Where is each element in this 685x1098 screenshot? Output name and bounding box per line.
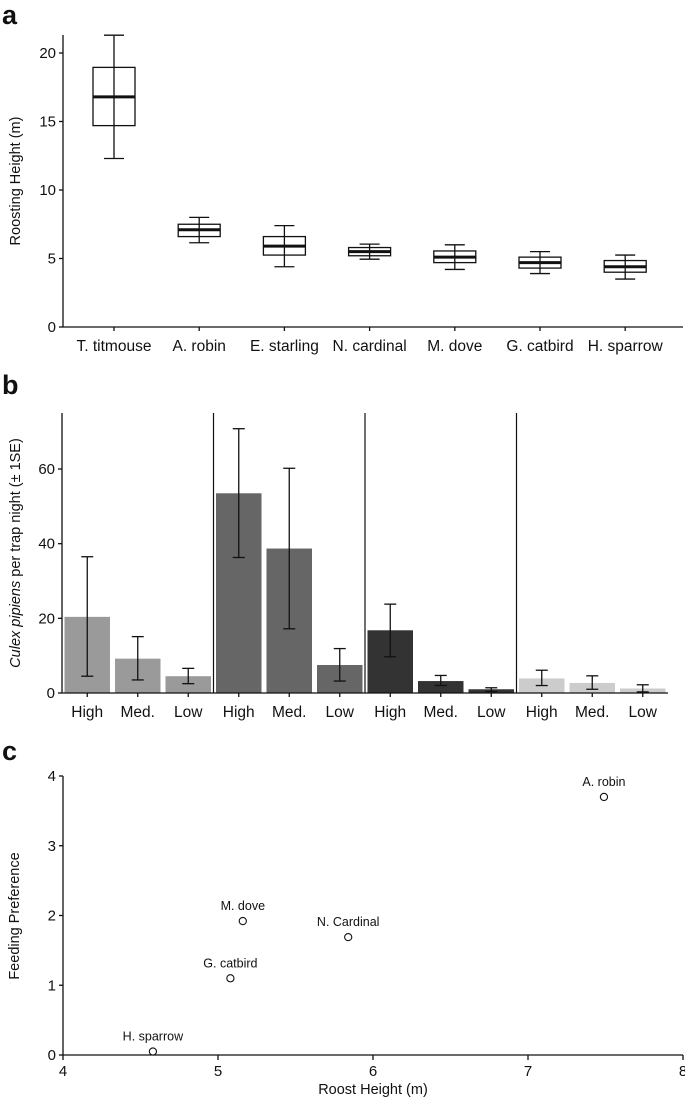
panel-c-letter: c xyxy=(2,736,17,766)
scatter-point-label: A. robin xyxy=(582,775,625,789)
panel-a-category-label: N. cardinal xyxy=(333,338,407,355)
panel-a-category-label: T. titmouse xyxy=(77,338,152,355)
scatter-point xyxy=(344,932,353,942)
panel-b-ylabel-rest: per trap night (± 1SE) xyxy=(8,438,24,581)
panel-c-ylabel: Feeding Preference xyxy=(7,852,23,979)
panel-c-x-tick-label: 8 xyxy=(679,1063,685,1080)
panel-a-category-label: G. catbird xyxy=(506,338,573,355)
panel-c-y-tick-label: 0 xyxy=(48,1047,56,1064)
panel-b-category-label: Low xyxy=(174,704,203,721)
panel-c-xlabel: Roost Height (m) xyxy=(318,1082,428,1098)
panel-a-y-tick-label: 10 xyxy=(39,182,56,199)
panel-b-y-tick-label: 60 xyxy=(38,461,55,478)
panel-a-ylabel: Roosting Height (m) xyxy=(8,117,24,246)
bar xyxy=(418,681,464,693)
panel-b-category-label: High xyxy=(223,704,255,721)
panel-a-boxplot: 0 5 10 15 20 T. titmouse A. robin E. starling N.… xyxy=(39,34,683,355)
panel-c-x-tick-label: 5 xyxy=(214,1063,222,1080)
panel-c-y-tick-label: 2 xyxy=(48,908,56,925)
panel-b-category-label: Low xyxy=(629,704,658,721)
panel-b-ylabel-species: Culex pipiens xyxy=(8,581,24,668)
scatter-point xyxy=(599,792,609,802)
scatter-point-label: G. catbird xyxy=(203,956,257,970)
panel-b-letter: b xyxy=(2,370,19,400)
panel-c-y-tick-label: 1 xyxy=(48,977,56,994)
panel-b-category-label: Med. xyxy=(575,704,609,721)
panel-a-y-tick-label: 15 xyxy=(39,114,56,131)
panel-b-category-label: High xyxy=(526,704,558,721)
panel-a-letter: a xyxy=(2,0,18,30)
panel-a-category-label: H. sparrow xyxy=(588,338,664,355)
panel-c-x-tick-label: 4 xyxy=(59,1063,67,1080)
scatter-point-label: N. Cardinal xyxy=(317,915,380,929)
panel-c-scatter: 0 1 2 3 4 4 5 6 7 8 A. robin M. dove N. Cardinal G. c… xyxy=(48,768,685,1080)
panel-b-category-label: High xyxy=(71,704,103,721)
panel-b-y-tick-label: 20 xyxy=(38,610,55,627)
panel-c-y-tick-label: 4 xyxy=(48,768,56,785)
panel-b-category-label: Low xyxy=(326,704,355,721)
scatter-point xyxy=(226,974,235,983)
panel-b-ylabel: Culex pipiens per trap night (± 1SE) xyxy=(8,438,24,668)
panel-b-category-label: Med. xyxy=(424,704,458,721)
panel-b-category-label: Low xyxy=(477,704,506,721)
panel-b-category-label: High xyxy=(374,704,406,721)
panel-c-y-tick-label: 3 xyxy=(48,838,56,855)
panel-a-y-tick-label: 5 xyxy=(48,251,56,268)
panel-a-category-label: E. starling xyxy=(250,338,319,355)
scatter-point-label: M. dove xyxy=(221,899,266,913)
panel-a-y-tick-label: 0 xyxy=(48,319,56,336)
panel-a-category-label: A. robin xyxy=(172,338,225,355)
panel-a-category-label: M. dove xyxy=(427,338,482,355)
panel-c-x-tick-label: 7 xyxy=(524,1063,532,1080)
scatter-point xyxy=(238,916,247,926)
panel-b-y-tick-label: 40 xyxy=(38,536,55,553)
panel-c-x-tick-label: 6 xyxy=(369,1063,377,1080)
scatter-point-label: H. sparrow xyxy=(123,1030,184,1044)
panel-b-category-label: Med. xyxy=(272,704,306,721)
bar xyxy=(165,676,211,693)
panel-b-y-tick-label: 0 xyxy=(47,685,55,702)
panel-b-category-label: Med. xyxy=(121,704,155,721)
panel-a-y-tick-label: 20 xyxy=(39,45,56,62)
scatter-point xyxy=(148,1047,158,1056)
panel-b-barchart: High Med. Low High Med. Low High Med. Low High Med… xyxy=(38,413,668,721)
